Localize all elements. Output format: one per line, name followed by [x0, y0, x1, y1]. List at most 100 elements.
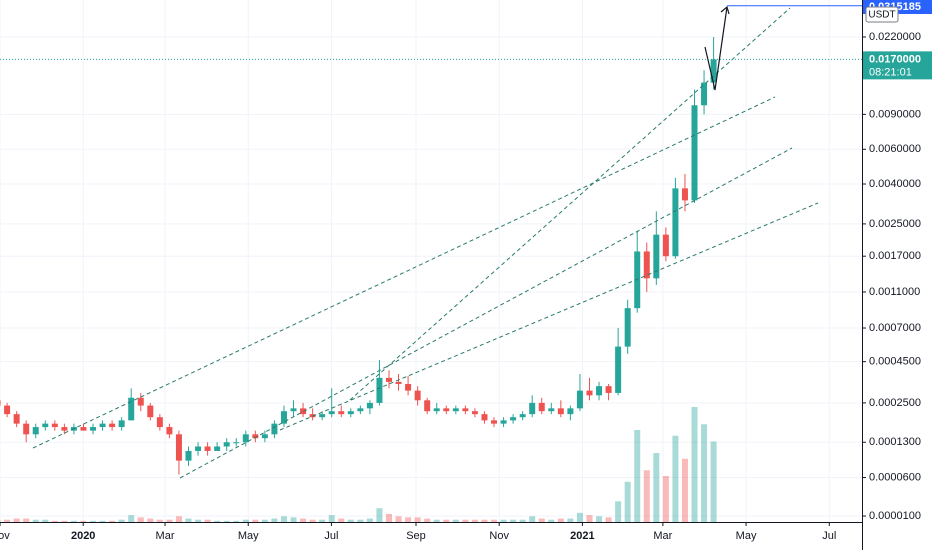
- candle-body: [128, 397, 135, 421]
- candle-body: [357, 408, 364, 412]
- candle-body: [204, 446, 211, 451]
- candle-body: [51, 423, 58, 428]
- candle-body: [510, 417, 517, 421]
- volume-bar: [491, 519, 498, 522]
- time-axis-bg: [0, 522, 932, 550]
- candle-body: [0, 400, 1, 406]
- volume-bar: [0, 519, 1, 522]
- volume-bar: [653, 453, 660, 522]
- candle-body: [195, 446, 202, 451]
- candle-body: [338, 411, 345, 415]
- arrow-head: [720, 5, 730, 15]
- candle-body: [32, 427, 39, 435]
- volume-bar: [90, 520, 97, 522]
- volume-bar: [80, 520, 87, 522]
- candle-body: [443, 408, 450, 412]
- volume-bar: [128, 515, 135, 522]
- volume-bar: [338, 518, 345, 522]
- candle-body: [118, 420, 125, 428]
- volume-bar: [376, 508, 383, 522]
- y-tick-label: 0.0090000: [869, 108, 921, 120]
- y-tick-label: 0.0060000: [869, 143, 921, 155]
- drawings: [0, 5, 862, 479]
- y-tick-label: 0.0004500: [869, 356, 921, 368]
- candle-body: [662, 234, 669, 257]
- volume-bar: [242, 519, 249, 522]
- candle-body: [42, 423, 49, 428]
- candle-body: [395, 381, 402, 385]
- candle-body: [691, 105, 698, 201]
- volume-bar: [271, 518, 278, 522]
- candle-body: [624, 308, 631, 347]
- volume-bar: [576, 512, 583, 522]
- volume-bar: [548, 519, 555, 522]
- volume-bar: [500, 519, 507, 522]
- candle-body: [109, 423, 116, 428]
- volume-bar: [462, 519, 469, 522]
- candle-body: [643, 251, 650, 279]
- candle-body: [710, 59, 717, 83]
- volume-bar: [385, 513, 392, 522]
- volume-bar: [185, 518, 192, 522]
- volume-bar: [13, 518, 20, 522]
- candle-body: [681, 188, 688, 201]
- volume-bar: [156, 519, 163, 522]
- candle-body: [271, 423, 278, 435]
- candle-body: [433, 408, 440, 412]
- volume-bar: [23, 518, 30, 522]
- candle-body: [223, 442, 230, 447]
- volume-bar: [300, 518, 307, 522]
- volume-bar: [137, 517, 144, 522]
- volume-bar: [261, 519, 268, 522]
- currency-label: USDT: [868, 10, 895, 21]
- volume-bar: [701, 424, 708, 522]
- volume-bar: [223, 520, 230, 522]
- volume-bar: [204, 519, 211, 522]
- candle-body: [261, 434, 268, 439]
- volume-bar: [481, 519, 488, 522]
- candle-body: [156, 417, 163, 428]
- trend-line: [349, 7, 791, 401]
- volume-bar: [61, 520, 68, 522]
- volume-bar: [328, 515, 335, 522]
- volume-bar: [681, 458, 688, 522]
- candle-body: [414, 390, 421, 401]
- candle-body: [557, 408, 564, 415]
- x-tick-label: May: [736, 530, 757, 542]
- volume-bar: [510, 519, 517, 522]
- candle-body: [175, 434, 182, 461]
- volume-bar: [51, 520, 58, 522]
- candle-body: [233, 442, 240, 444]
- trend-line: [279, 202, 819, 431]
- volume-bar: [147, 518, 154, 522]
- y-tick-label: 0.0025000: [869, 218, 921, 230]
- volume-bar: [347, 519, 354, 522]
- candle-body: [4, 405, 11, 415]
- volume-bar: [443, 519, 450, 522]
- y-tick-label: 0.0000600: [869, 471, 921, 483]
- volume-bar: [691, 407, 698, 522]
- volume-bar: [290, 517, 297, 522]
- candle-body: [61, 427, 68, 431]
- volume-bar: [366, 518, 373, 522]
- candle-body: [280, 411, 287, 424]
- x-tick-label: May: [238, 530, 259, 542]
- volume-bar: [280, 516, 287, 522]
- volume-bar: [252, 519, 259, 522]
- y-tick-label: 0.0002500: [869, 397, 921, 409]
- candle-body: [252, 434, 259, 439]
- volume-bar: [452, 519, 459, 522]
- candle-body: [147, 405, 154, 418]
- candle-body: [23, 423, 30, 435]
- x-tick-label: Sep: [406, 530, 426, 542]
- currency-box: [865, 6, 899, 23]
- x-tick-label: Nov: [489, 530, 509, 542]
- volume-bar: [214, 520, 221, 522]
- candle-body: [90, 427, 97, 431]
- volume-bar: [643, 470, 650, 522]
- y-tick-label: 0.0220000: [869, 31, 921, 43]
- volume-bar: [395, 516, 402, 522]
